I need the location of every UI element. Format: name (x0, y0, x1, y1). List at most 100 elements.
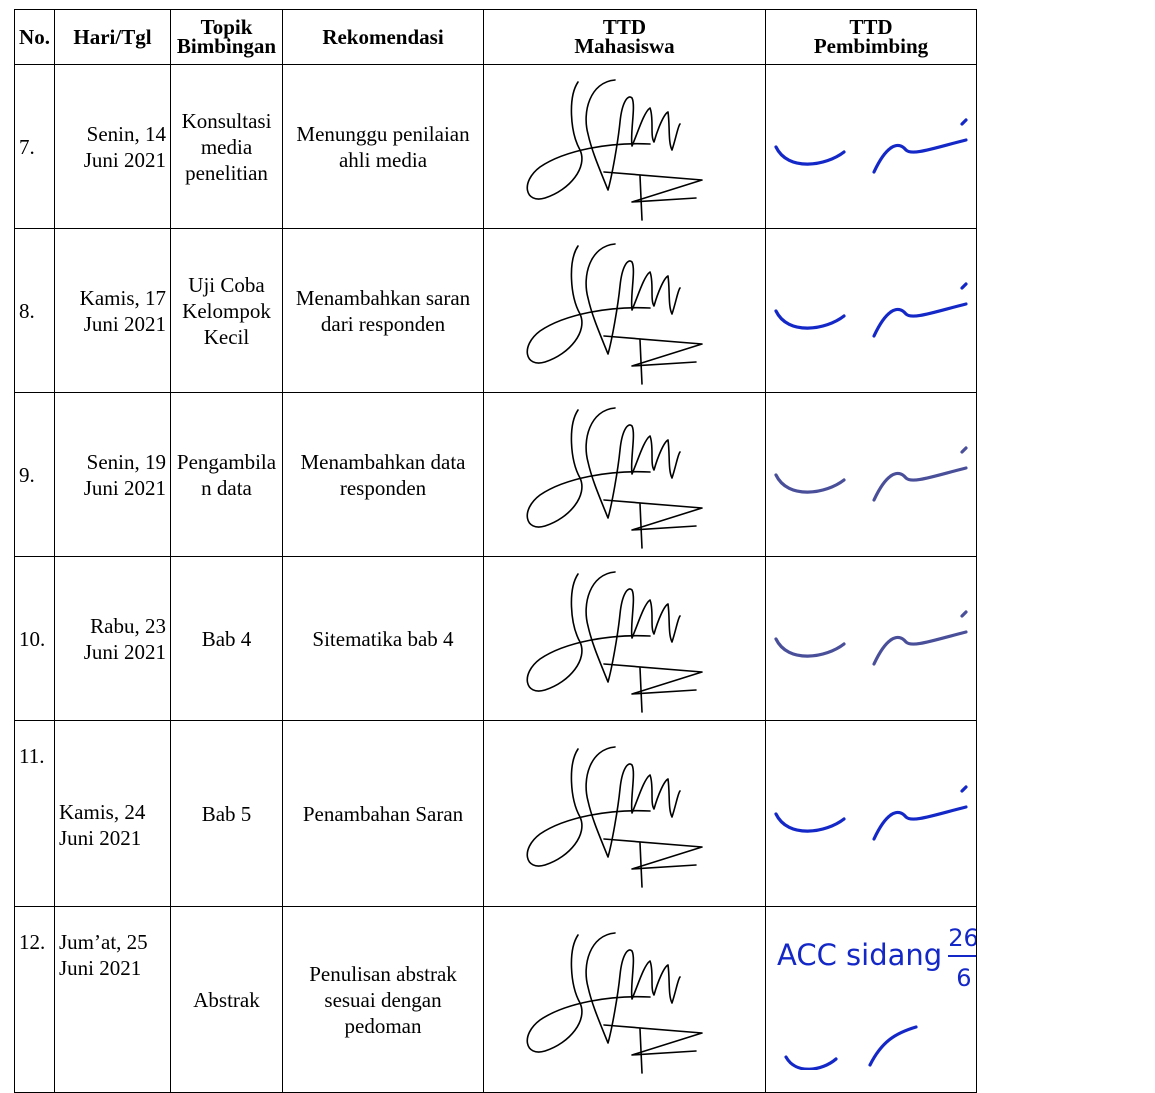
student-signature (525, 78, 703, 221)
student-signature (525, 745, 703, 888)
cell-ttd-mahasiswa (483, 720, 766, 907)
rekomendasi-line: dari responden (320, 311, 446, 336)
table-row: 9. Senin, 19 Juni 2021 Pengambila n data M… (14, 392, 977, 557)
row-day: Jum’at, 25 (59, 930, 148, 954)
rekomendasi-line: responden (339, 475, 427, 500)
row-number: 11. (19, 744, 45, 768)
rekomendasi-line: Penulisan abstrak (309, 961, 457, 986)
rekomendasi-line: Menambahkan data (300, 449, 466, 474)
cell-ttd-pembimbing (765, 64, 977, 229)
row-day: Kamis, 17 (79, 285, 166, 310)
row-number: 7. (19, 134, 35, 159)
header-no: No. (14, 9, 55, 65)
rekomendasi-line: Menambahkan saran (295, 285, 471, 310)
cell-rekomendasi: Menambahkan saran dari responden (282, 228, 484, 393)
cell-topik: Bab 5 (170, 720, 283, 907)
approval-date-numerator: 26 (948, 924, 976, 952)
row-day: Senin, 19 (86, 449, 166, 474)
topik-line: Pengambila (176, 449, 277, 474)
cell-topik: Uji Coba Kelompok Kecil (170, 228, 283, 393)
cell-ttd-mahasiswa (483, 556, 766, 721)
cell-hari: Rabu, 23 Juni 2021 (54, 556, 171, 721)
row-date: Juni 2021 (83, 475, 166, 500)
cell-no: 10. (14, 556, 55, 721)
student-signature (525, 242, 703, 385)
cell-rekomendasi: Menunggu penilaian ahli media (282, 64, 484, 229)
approval-date-fraction: 26 6 (946, 925, 976, 991)
header-ttd-mhs-line1: TTD (602, 15, 647, 39)
topik-line: penelitian (185, 160, 268, 185)
header-topik: Topik Bimbingan (170, 9, 283, 65)
approval-text: ACC sidang (777, 938, 943, 972)
table-row: 8. Kamis, 17 Juni 2021 Uji Coba Kelompok Ke… (14, 228, 977, 393)
topik-line: media (200, 134, 253, 159)
header-hari: Hari/Tgl (54, 9, 171, 65)
supervisor-signature (774, 784, 968, 841)
rekomendasi-line: Menunggu penilaian (296, 121, 470, 146)
cell-ttd-mahasiswa (483, 906, 766, 1093)
cell-ttd-mahasiswa (483, 64, 766, 229)
cell-no: 12. (14, 906, 55, 1093)
row-day: Senin, 14 (86, 121, 166, 146)
topik-line: Konsultasi (181, 108, 272, 133)
supervisor-signature (784, 1025, 918, 1070)
rekomendasi-line: Sitematika bab 4 (312, 626, 454, 651)
header-ttd-mahasiswa: TTD Mahasiswa (483, 9, 766, 65)
cell-topik: Pengambila n data (170, 392, 283, 557)
cell-no: 7. (14, 64, 55, 229)
row-number: 8. (19, 298, 35, 323)
row-number: 12. (19, 930, 46, 954)
cell-no: 11. (14, 720, 55, 907)
topik-line: Uji Coba (188, 272, 265, 297)
header-ttd-pembimbing: TTD Pembimbing (765, 9, 977, 65)
rekomendasi-line: ahli media (338, 147, 428, 172)
row-date: Juni 2021 (83, 147, 166, 172)
student-signature (525, 406, 703, 549)
consultation-log-table: No. Hari/Tgl Topik Bimbingan Rekomendasi … (14, 9, 977, 1093)
row-number: 10. (19, 626, 46, 651)
cell-ttd-pembimbing (765, 228, 977, 393)
header-topik-line1: Topik (200, 15, 253, 39)
student-signature (525, 931, 703, 1074)
approval-date-denominator: 6 (956, 964, 972, 992)
topik-line: Kelompok (182, 298, 271, 323)
cell-topik: Abstrak (170, 906, 283, 1093)
topik-line: Kecil (203, 324, 250, 349)
cell-rekomendasi: Menambahkan data responden (282, 392, 484, 557)
table-row: 11. Kamis, 24 Juni 2021 Bab 5 Penambahan … (14, 720, 977, 907)
cell-ttd-mahasiswa (483, 228, 766, 393)
row-date: Juni 2021 (83, 639, 166, 664)
page: No. Hari/Tgl Topik Bimbingan Rekomendasi … (14, 9, 977, 1093)
topik-line: n data (201, 475, 252, 500)
cell-hari: Jum’at, 25 Juni 2021 (54, 906, 171, 1093)
cell-ttd-pembimbing (765, 720, 977, 907)
supervisor-signature (774, 445, 968, 502)
cell-no: 9. (14, 392, 55, 557)
cell-topik: Bab 4 (170, 556, 283, 721)
fraction-bar (948, 955, 976, 957)
header-topik-line2: Bimbingan (176, 34, 277, 58)
cell-rekomendasi: Penulisan abstrak sesuai dengan pedoman (282, 906, 484, 1093)
cell-ttd-pembimbing (765, 556, 977, 721)
table-row: 7. Senin, 14 Juni 2021 Konsultasi media pen… (14, 64, 977, 229)
cell-hari: Kamis, 24 Juni 2021 (54, 720, 171, 907)
supervisor-signature (774, 117, 968, 174)
cell-rekomendasi: Sitematika bab 4 (282, 556, 484, 721)
cell-hari: Senin, 14 Juni 2021 (54, 64, 171, 229)
cell-ttd-pembimbing (765, 392, 977, 557)
row-day: Kamis, 24 (59, 799, 146, 824)
cell-topik: Konsultasi media penelitian (170, 64, 283, 229)
row-date: Juni 2021 (59, 825, 142, 850)
rekomendasi-line: sesuai dengan (324, 987, 442, 1012)
supervisor-signature (774, 281, 968, 338)
header-ttd-mhs-line2: Mahasiswa (574, 34, 675, 58)
cell-ttd-mahasiswa (483, 392, 766, 557)
student-signature (525, 570, 703, 713)
table-row: 10. Rabu, 23 Juni 2021 Bab 4 Sitematika b… (14, 556, 977, 721)
cell-no: 8. (14, 228, 55, 393)
table-row: 12. Jum’at, 25 Juni 2021 Abstrak Penulisa… (14, 906, 977, 1093)
row-number: 9. (19, 462, 35, 487)
